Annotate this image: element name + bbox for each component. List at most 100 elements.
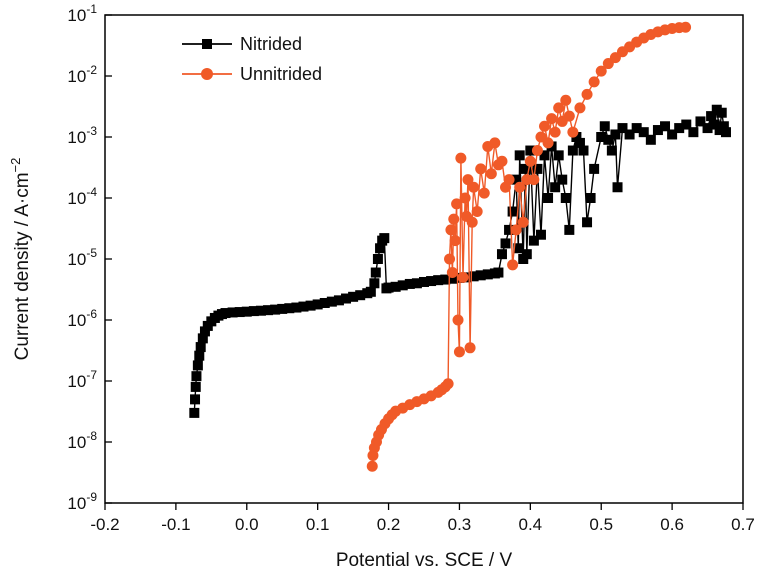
data-point-nitrided [447, 273, 458, 284]
data-point-nitrided [370, 267, 381, 278]
data-point-nitrided [419, 276, 429, 287]
data-point-nitrided [582, 217, 593, 228]
data-point-nitrided [525, 145, 536, 156]
data-point-nitrided [411, 278, 422, 289]
data-point-nitrided [624, 129, 635, 140]
y-tick-label: 10-7 [67, 368, 97, 391]
legend-label-unnitrided: Unnitrided [240, 64, 322, 84]
data-point-nitrided [571, 132, 582, 142]
data-point-nitrided [326, 296, 337, 307]
data-point-nitrided [190, 381, 201, 392]
data-point-nitrided [496, 249, 507, 260]
data-point-nitrided [612, 182, 623, 193]
data-point-nitrided [375, 243, 386, 254]
y-tick-label: 10-5 [67, 246, 97, 269]
data-point-unnitrided [588, 76, 600, 88]
data-point-nitrided [706, 111, 717, 122]
data-point-nitrided [504, 224, 515, 235]
data-point-unnitrided [496, 155, 508, 167]
data-point-nitrided [702, 123, 713, 134]
plot-frame [104, 14, 744, 504]
data-point-nitrided [263, 305, 274, 316]
legend-marker-unnitrided [201, 68, 213, 80]
data-point-unnitrided [453, 346, 465, 358]
data-point-nitrided [645, 134, 656, 145]
series-layer [189, 21, 731, 472]
data-point-nitrided [667, 129, 678, 140]
data-point-nitrided [681, 119, 692, 130]
data-point-nitrided [695, 116, 706, 127]
data-point-nitrided [298, 301, 309, 312]
data-point-unnitrided [451, 198, 463, 210]
x-tick-label: 0.6 [660, 515, 684, 534]
data-point-nitrided [291, 302, 302, 313]
data-point-nitrided [606, 145, 617, 156]
data-point-unnitrided [507, 259, 519, 271]
data-point-unnitrided [514, 181, 526, 193]
data-point-nitrided [305, 300, 316, 311]
data-point-unnitrided [574, 102, 586, 114]
data-point-nitrided [557, 174, 568, 185]
data-point-nitrided [716, 107, 727, 118]
data-point-nitrided [543, 193, 554, 203]
data-point-nitrided [603, 134, 614, 145]
data-point-unnitrided [563, 110, 575, 122]
data-point-unnitrided [680, 21, 692, 33]
data-point-unnitrided [560, 94, 572, 106]
data-point-nitrided [191, 371, 202, 382]
data-point-unnitrided [471, 206, 483, 218]
data-point-nitrided [599, 121, 610, 132]
data-point-unnitrided [539, 120, 551, 132]
data-point-unnitrided [581, 88, 593, 100]
series-unnitrided [366, 21, 692, 472]
data-point-nitrided [319, 297, 330, 308]
data-point-nitrided [574, 137, 585, 148]
data-point-nitrided [500, 238, 511, 249]
data-point-nitrided [720, 127, 731, 138]
data-point-nitrided [355, 290, 366, 301]
data-point-unnitrided [542, 137, 554, 149]
ticks-layer: -0.2 -0.1 0.0 0.1 0.2 0.3 0.4 0.5 0.6 0.7 10-9 10-8… [67, 2, 754, 534]
data-point-unnitrided [524, 155, 536, 167]
x-tick-label: 0.7 [731, 515, 755, 534]
data-point-unnitrided [531, 145, 543, 157]
y-axis-title: Current density / A·cm−2 [8, 158, 33, 361]
x-tick-label: 0.1 [306, 515, 330, 534]
y-tick-label: 10-6 [67, 307, 97, 330]
data-point-nitrided [369, 278, 380, 289]
data-point-nitrided [589, 163, 600, 174]
data-point-unnitrided [517, 216, 529, 228]
data-point-unnitrided [478, 187, 490, 199]
data-point-nitrided [520, 163, 531, 174]
data-point-unnitrided [448, 213, 460, 225]
data-point-nitrided [493, 267, 504, 278]
data-point-nitrided [475, 270, 486, 281]
data-point-unnitrided [489, 137, 501, 149]
data-point-nitrided [194, 350, 205, 361]
data-point-nitrided [674, 123, 685, 134]
x-tick-label: -0.1 [161, 515, 190, 534]
data-point-nitrided [341, 293, 352, 304]
data-point-unnitrided [445, 224, 457, 236]
data-point-unnitrided [553, 102, 565, 114]
x-axis-title: Potential vs. SCE / V [336, 550, 513, 571]
data-point-nitrided [379, 233, 390, 244]
data-point-unnitrided [366, 460, 378, 472]
data-point-nitrided [270, 304, 281, 315]
data-point-nitrided [617, 123, 628, 134]
data-point-nitrided [567, 145, 578, 156]
data-point-nitrided [550, 182, 561, 193]
data-point-unnitrided [485, 168, 497, 180]
data-point-unnitrided [452, 314, 464, 326]
data-point-nitrided [638, 127, 649, 138]
data-point-unnitrided [442, 378, 454, 390]
data-point-nitrided [197, 333, 208, 344]
data-point-nitrided [333, 295, 344, 306]
x-tick-label: 0.0 [235, 515, 259, 534]
data-point-nitrided [718, 121, 729, 132]
data-point-nitrided [511, 174, 522, 185]
data-point-nitrided [514, 150, 525, 161]
data-point-unnitrided [466, 216, 478, 228]
data-point-nitrided [564, 224, 575, 235]
